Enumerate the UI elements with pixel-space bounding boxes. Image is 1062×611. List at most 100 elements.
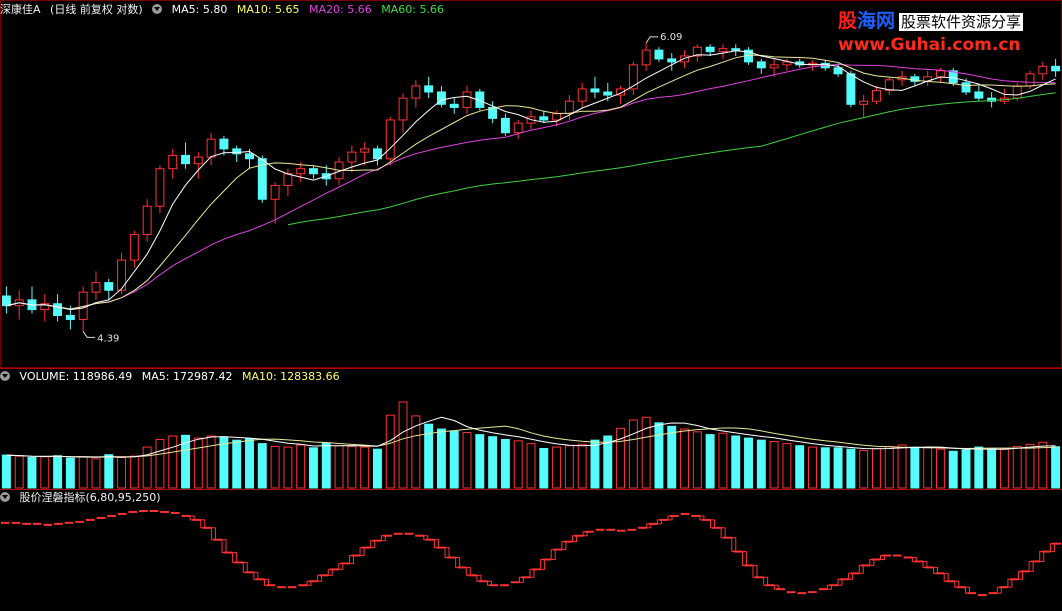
- volume-bar: [78, 456, 88, 489]
- indicator-riser: [550, 549, 556, 560]
- volume-bar: [692, 431, 702, 489]
- indicator-riser: [826, 584, 832, 590]
- indicator-riser: [232, 552, 238, 563]
- volume-bar: [91, 458, 101, 489]
- volume-readout: VOLUME: 118986.49: [19, 370, 133, 383]
- ma60-readout: MA60: 5.66: [381, 3, 444, 16]
- indicator-riser: [540, 558, 546, 570]
- candle-body: [245, 153, 254, 160]
- volume-bar: [14, 455, 24, 489]
- candle-body: [206, 138, 216, 158]
- candle-body: [219, 138, 229, 150]
- volume-bar: [321, 442, 331, 489]
- indicator-riser: [359, 547, 365, 557]
- candle-body: [974, 91, 984, 99]
- volume-bar: [974, 446, 984, 489]
- volume-bar: [616, 427, 626, 489]
- volume-settings-icon[interactable]: [0, 371, 10, 381]
- price-settings-icon[interactable]: [152, 4, 163, 14]
- indicator-riser: [922, 560, 928, 568]
- volume-bar: [884, 445, 894, 489]
- volume-bar: [872, 447, 881, 489]
- candle-body: [500, 117, 510, 134]
- brand-a: 股: [838, 10, 858, 32]
- candle-body: [859, 100, 869, 105]
- volume-bar: [257, 443, 267, 489]
- indicator-label[interactable]: 股价涅磐指标(6,80,95,250): [19, 491, 161, 504]
- volume-bar: [1, 454, 11, 489]
- candle-body: [283, 173, 293, 187]
- low-label: 4.39: [97, 333, 119, 344]
- indicator-riser: [433, 539, 439, 549]
- volume-bar: [961, 449, 971, 489]
- candle-body: [296, 168, 306, 175]
- indicator-riser: [306, 580, 312, 586]
- volume-bar: [372, 448, 382, 489]
- volume-bar: [155, 438, 165, 489]
- candle-body: [616, 88, 626, 96]
- volume-bar: [744, 437, 753, 489]
- candle-body: [667, 58, 677, 63]
- volume-bar: [718, 432, 728, 489]
- indicator-riser: [837, 578, 843, 586]
- brand-url: www.Guhai.com.cn: [838, 35, 1021, 55]
- stock-name[interactable]: 深康佳A: [0, 3, 41, 16]
- volume-bar: [897, 444, 907, 489]
- volume-bar: [769, 441, 779, 489]
- brand-slogan: 股票软件资源分享: [899, 13, 1024, 31]
- volume-bar: [449, 430, 459, 489]
- indicator-riser: [465, 566, 471, 576]
- volume-bar: [283, 446, 293, 489]
- indicator-riser: [1049, 543, 1055, 553]
- indicator-riser: [348, 555, 354, 564]
- volume-bar: [935, 448, 945, 489]
- indicator-riser: [476, 574, 482, 582]
- candle-body: [628, 64, 638, 90]
- indicator-settings-icon[interactable]: [0, 492, 10, 502]
- indicator-riser: [264, 578, 269, 586]
- volume-bar: [756, 439, 766, 489]
- volume-bar: [923, 447, 933, 489]
- indicator-riser: [656, 519, 662, 525]
- candle-body: [449, 103, 459, 108]
- high-label: 6.09: [660, 32, 682, 43]
- candle-body: [462, 91, 472, 108]
- candle-body: [257, 158, 267, 200]
- indicator-riser: [582, 531, 588, 537]
- candle-body: [65, 315, 75, 320]
- indicator-riser: [1028, 560, 1034, 572]
- candle-body: [181, 154, 190, 165]
- indicator-riser: [858, 564, 864, 574]
- volume-bar: [168, 435, 178, 489]
- candle-body: [782, 61, 792, 66]
- indicator-riser: [731, 537, 737, 553]
- candle-body: [117, 259, 127, 291]
- indicator-riser: [253, 571, 259, 580]
- volume-bar: [309, 447, 318, 489]
- volume-bar: [219, 436, 229, 489]
- volume-bar: [347, 445, 357, 489]
- indicator-riser: [954, 580, 960, 588]
- indicator-riser: [933, 566, 939, 574]
- ma5-line: [6, 50, 1056, 311]
- indicator-riser: [444, 547, 450, 558]
- candle-body: [1012, 85, 1022, 99]
- volume-bar: [360, 446, 370, 489]
- indicator-riser: [518, 576, 524, 583]
- volume-bar: [948, 450, 958, 489]
- indicator-riser: [1007, 578, 1013, 588]
- volume-bar: [245, 438, 254, 489]
- volume-bar: [782, 443, 792, 489]
- indicator-riser: [242, 561, 248, 573]
- indicator-riser: [996, 586, 1002, 594]
- indicator-riser: [646, 523, 652, 529]
- indicator-riser: [317, 574, 323, 582]
- volume-bar: [193, 437, 203, 489]
- volume-bar: [40, 456, 50, 489]
- volume-bar: [539, 447, 549, 489]
- volume-bar: [820, 447, 830, 489]
- candle-body: [590, 88, 600, 93]
- candle-body: [705, 46, 715, 53]
- volume-bar: [1012, 445, 1022, 489]
